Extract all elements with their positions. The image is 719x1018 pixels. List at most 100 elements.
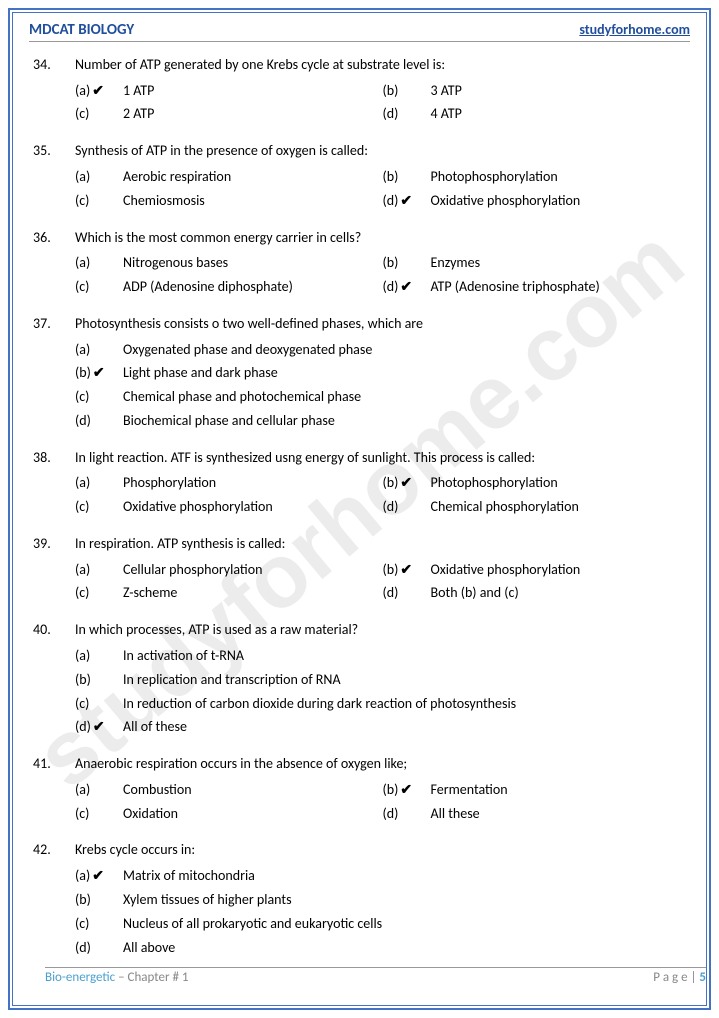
option-letter: (c) — [75, 912, 89, 936]
option-text: Oxidative phosphorylation — [431, 558, 581, 582]
option-row: (a)Oxygenated phase and deoxygenated pha… — [75, 338, 690, 362]
question-text: In which processes, ATP is used as a raw… — [75, 619, 690, 641]
option-text: Oxygenated phase and deoxygenated phase — [123, 338, 372, 362]
option-label: (a) — [75, 251, 123, 275]
question-text: Number of ATP generated by one Krebs cyc… — [75, 54, 690, 76]
option-letter: (b) — [75, 668, 91, 692]
option-cell: (d)All these — [383, 802, 691, 826]
question-row: 36.Which is the most common energy carri… — [33, 227, 690, 249]
option-letter: (b) — [75, 361, 91, 385]
check-icon: ✔ — [92, 79, 104, 103]
option-label: (d) — [383, 802, 431, 826]
option-letter: (c) — [75, 692, 89, 716]
option-label: (b)✔ — [383, 778, 431, 802]
options: (a)Phosphorylation(b)✔Photophosphorylati… — [33, 471, 690, 519]
option-text: 4 ATP — [431, 102, 462, 126]
option-text: Biochemical phase and cellular phase — [123, 409, 335, 433]
question-text: In respiration. ATP synthesis is called: — [75, 533, 690, 555]
option-label: (b)✔ — [75, 361, 123, 385]
option-label: (d) — [75, 409, 123, 433]
option-row: (a)✔1 ATP(b)3 ATP — [75, 79, 690, 103]
option-row: (d)Biochemical phase and cellular phase — [75, 409, 690, 433]
footer-chapter-text: – Chapter # 1 — [115, 970, 188, 985]
footer-page-num: 5 — [699, 970, 706, 985]
question-block: 38.In light reaction. ATF is synthesized… — [33, 447, 690, 519]
option-cell: (a)Nitrogenous bases — [75, 251, 383, 275]
question-block: 40.In which processes, ATP is used as a … — [33, 619, 690, 739]
option-label: (b) — [383, 79, 431, 103]
question-text: Anaerobic respiration occurs in the abse… — [75, 753, 690, 775]
option-cell: (b)3 ATP — [383, 79, 691, 103]
option-label: (d) — [383, 581, 431, 605]
option-row: (d)✔All of these — [75, 715, 690, 739]
option-cell: (b)Xylem tissues of higher plants — [75, 888, 690, 912]
option-letter: (c) — [75, 802, 89, 826]
options: (a)✔1 ATP(b)3 ATP(c)2 ATP(d)4 ATP — [33, 79, 690, 127]
option-text: ATP (Adenosine triphosphate) — [431, 275, 600, 299]
option-label: (d)✔ — [383, 275, 431, 299]
question-number: 39. — [33, 533, 75, 555]
option-row: (c)Z-scheme(d)Both (b) and (c) — [75, 581, 690, 605]
option-letter: (b) — [383, 558, 399, 582]
option-letter: (b) — [383, 165, 399, 189]
option-text: Both (b) and (c) — [431, 581, 519, 605]
option-label: (d)✔ — [75, 715, 123, 739]
option-letter: (a) — [75, 864, 90, 888]
option-label: (a)✔ — [75, 79, 123, 103]
options: (a)Cellular phosphorylation(b)✔Oxidative… — [33, 558, 690, 606]
option-text: Fermentation — [431, 778, 508, 802]
option-row: (a)In activation of t-RNA — [75, 644, 690, 668]
option-label: (b) — [383, 251, 431, 275]
option-label: (a) — [75, 778, 123, 802]
option-cell: (d)Biochemical phase and cellular phase — [75, 409, 690, 433]
option-text: Photophosphorylation — [431, 471, 558, 495]
option-letter: (a) — [75, 558, 90, 582]
question-row: 41.Anaerobic respiration occurs in the a… — [33, 753, 690, 775]
option-cell: (d)✔All of these — [75, 715, 690, 739]
option-label: (c) — [75, 275, 123, 299]
question-block: 37.Photosynthesis consists o two well-de… — [33, 313, 690, 433]
option-cell: (b)✔Fermentation — [383, 778, 691, 802]
option-cell: (d)✔Oxidative phosphorylation — [383, 189, 691, 213]
option-row: (b)✔Light phase and dark phase — [75, 361, 690, 385]
option-letter: (b) — [383, 471, 399, 495]
option-label: (a) — [75, 471, 123, 495]
option-text: Chemical phosphorylation — [431, 495, 579, 519]
option-cell: (c)Z-scheme — [75, 581, 383, 605]
option-row: (a)✔Matrix of mitochondria — [75, 864, 690, 888]
option-row: (d)All above — [75, 936, 690, 960]
option-cell: (a)Oxygenated phase and deoxygenated pha… — [75, 338, 690, 362]
option-row: (b)In replication and transcription of R… — [75, 668, 690, 692]
option-row: (c)Chemical phase and photochemical phas… — [75, 385, 690, 409]
option-cell: (d)Chemical phosphorylation — [383, 495, 691, 519]
question-number: 41. — [33, 753, 75, 775]
option-row: (c)Oxidative phosphorylation(d)Chemical … — [75, 495, 690, 519]
option-text: Z-scheme — [123, 581, 177, 605]
option-cell: (d)Both (b) and (c) — [383, 581, 691, 605]
option-row: (a)Phosphorylation(b)✔Photophosphorylati… — [75, 471, 690, 495]
question-block: 35.Synthesis of ATP in the presence of o… — [33, 140, 690, 212]
option-cell: (c)2 ATP — [75, 102, 383, 126]
question-block: 34.Number of ATP generated by one Krebs … — [33, 54, 690, 126]
option-text: Chemiosmosis — [123, 189, 205, 213]
check-icon: ✔ — [92, 864, 104, 888]
option-text: Combustion — [123, 778, 192, 802]
options: (a)In activation of t-RNA(b)In replicati… — [33, 644, 690, 739]
option-label: (b) — [75, 668, 123, 692]
option-label: (c) — [75, 495, 123, 519]
option-label: (a) — [75, 644, 123, 668]
question-number: 35. — [33, 140, 75, 162]
option-cell: (c)Oxidative phosphorylation — [75, 495, 383, 519]
option-text: Oxidation — [123, 802, 178, 826]
question-text: Krebs cycle occurs in: — [75, 839, 690, 861]
option-cell: (a)Phosphorylation — [75, 471, 383, 495]
option-label: (d) — [75, 936, 123, 960]
option-text: All these — [431, 802, 480, 826]
option-cell: (d)All above — [75, 936, 690, 960]
option-letter: (c) — [75, 495, 89, 519]
option-text: Chemical phase and photochemical phase — [123, 385, 361, 409]
question-text: Which is the most common energy carrier … — [75, 227, 690, 249]
question-number: 34. — [33, 54, 75, 76]
option-text: Xylem tissues of higher plants — [123, 888, 292, 912]
option-row: (a)Combustion (b)✔Fermentation — [75, 778, 690, 802]
